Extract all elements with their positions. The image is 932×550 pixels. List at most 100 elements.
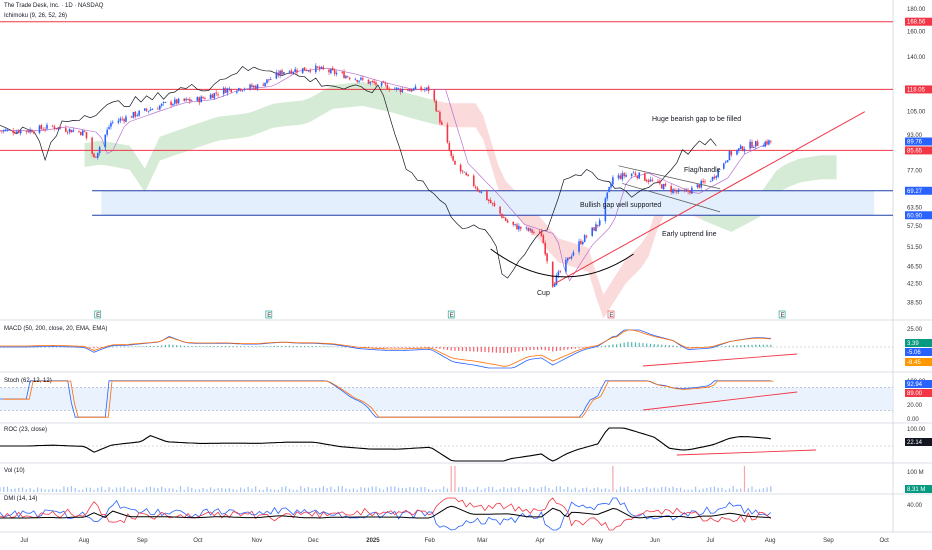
volume-bar-203	[762, 488, 764, 492]
macd-histogram-bar-66	[247, 346, 249, 347]
time-axis[interactable]: Jul Aug Sep Oct Nov Dec 2025 Feb Mar Apr May Jun Jul…	[20, 538, 889, 544]
macd-histogram-bar-132	[495, 347, 497, 353]
volume-bar-106	[397, 487, 400, 492]
candle-body-129	[335, 72, 338, 75]
candle-body-169	[441, 122, 443, 125]
candle-body-35	[91, 137, 93, 154]
candle-body-212	[555, 275, 558, 285]
macd-histogram-bar-181	[679, 346, 682, 348]
volume-bar-191	[717, 487, 719, 492]
candle-body-246	[645, 180, 648, 182]
volume-bar-17	[63, 486, 65, 492]
candle-body-49	[125, 116, 127, 122]
macd-histogram-bar-76	[285, 345, 287, 347]
candle-body-115	[301, 68, 304, 74]
macd-histogram-bar-13	[48, 346, 50, 348]
candle-body-69	[177, 98, 180, 104]
volume-bar-18	[67, 487, 69, 492]
volume-bar-38	[142, 489, 144, 492]
candle-body-26	[66, 132, 69, 134]
stoch-value-tag-0	[905, 380, 932, 388]
candle-body-211	[553, 283, 556, 287]
macd-histogram-bar-41	[153, 345, 155, 347]
volume-bar-5	[18, 487, 20, 492]
stoch-d-line	[3, 380, 774, 418]
candle-body-203	[531, 229, 533, 233]
candle-body-226	[593, 227, 595, 231]
candle-body-140	[367, 79, 370, 84]
candle-body-61	[159, 105, 161, 110]
candle-body-147	[384, 83, 387, 85]
volume-bar-136	[510, 487, 512, 492]
candle-body-127	[331, 68, 334, 71]
candle-body-66	[172, 103, 174, 106]
time-tick-5: Dec	[308, 538, 319, 544]
volume-bar-4	[14, 488, 16, 492]
candle-body-142	[371, 81, 374, 82]
macd-histogram-bar-184	[691, 347, 693, 348]
price-axis[interactable]: 180.00 160.00 140.00 105.00 93.00 77.00 63.50 5…	[907, 7, 926, 509]
candle-body-290	[762, 145, 765, 147]
volume-bar-45	[168, 488, 170, 492]
volume-bar-193	[725, 489, 727, 492]
volume-bar-36	[134, 487, 136, 492]
candle-body-260	[683, 190, 686, 192]
volume-legend: Vol (10)	[4, 468, 25, 474]
volume-bar-21	[78, 489, 80, 492]
macd-histogram-bar-82	[307, 346, 309, 347]
volume-bar-60	[225, 488, 227, 492]
volume-bar-181	[679, 487, 682, 492]
macd-histogram-bar-34	[127, 346, 129, 348]
candle-body-96	[251, 84, 253, 88]
volume-bar-7	[25, 489, 27, 492]
candle-body-56	[145, 108, 148, 111]
volume-bar-178	[668, 488, 670, 492]
macd-histogram-bar-200	[751, 344, 753, 347]
volume-bar-117	[439, 489, 441, 492]
candle-body-255	[670, 186, 672, 193]
candle-body-109	[283, 72, 285, 75]
volume-bar-27	[100, 486, 103, 492]
candle-body-157	[410, 89, 413, 92]
candle-body-144	[375, 82, 377, 85]
candle-body-277	[726, 160, 729, 163]
macd-histogram-bar-174	[653, 344, 655, 347]
time-tick-12: Jul	[707, 538, 715, 544]
macd-histogram-bar-129	[484, 347, 486, 353]
candle-body-23	[57, 127, 60, 130]
candle-body-187	[489, 200, 492, 204]
macd-histogram-bar-101	[379, 347, 381, 348]
macd-histogram-bar-167	[627, 341, 629, 347]
time-tick-7: Feb	[425, 538, 436, 544]
volume-bar-126	[473, 489, 475, 492]
volume-bar-149	[559, 486, 561, 492]
macd-histogram-bar-70	[262, 346, 264, 347]
candlesticks	[0, 63, 772, 288]
candle-body-249	[651, 180, 654, 181]
earnings-marker-label-4: E	[780, 313, 784, 319]
price-tag-label-1: 118.05	[907, 87, 926, 93]
vol-value-tag-label-0: 8.31 M	[907, 487, 925, 493]
candle-body-38	[96, 152, 99, 158]
volume-bar-98	[367, 487, 370, 492]
cup-arc	[490, 248, 634, 278]
macd-line	[0, 329, 771, 369]
volume-bar-200	[751, 486, 753, 492]
volume-bar-50	[187, 486, 189, 492]
macd-histogram-bar-135	[507, 347, 509, 353]
candle-body-106	[277, 72, 280, 76]
macd-histogram-bar-102	[382, 347, 385, 348]
candle-body-91	[237, 87, 240, 91]
roc-value-tag-0	[905, 438, 932, 446]
candle-body-65	[170, 101, 172, 106]
signal-line	[0, 329, 771, 367]
support-zone-fill	[101, 190, 875, 216]
macd-histogram-bar-11	[40, 346, 42, 348]
volume-bar-104	[390, 486, 392, 492]
volume-bar-63	[236, 489, 238, 492]
volume-bar-22	[82, 489, 84, 492]
candle-body-197	[516, 224, 518, 230]
macd-histogram-bar-81	[303, 346, 306, 347]
volume-bar-173	[649, 488, 652, 492]
